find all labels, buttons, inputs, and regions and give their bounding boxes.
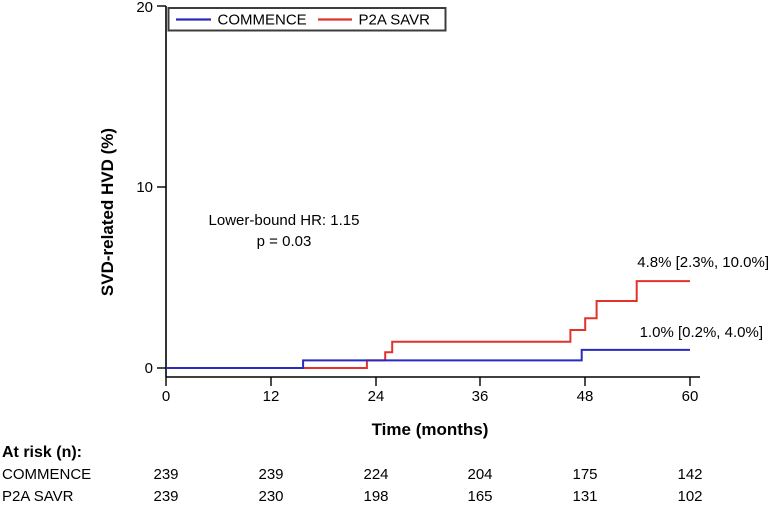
legend-commence-label: COMMENCE <box>218 12 307 29</box>
at-risk-count: 204 <box>467 466 492 483</box>
x-axis-title: Time (months) <box>372 420 489 439</box>
savr-end-label: 4.8% [2.3%, 10.0%] <box>637 254 769 271</box>
at-risk-count: 224 <box>363 466 388 483</box>
x-tick-label: 12 <box>263 388 280 405</box>
hr-annotation: Lower-bound HR: 1.15 <box>209 212 360 229</box>
x-tick-label: 60 <box>682 388 699 405</box>
y-tick-label: 0 <box>145 360 153 377</box>
at-risk-row-name: P2A SAVR <box>2 488 74 505</box>
at-risk-row-name: COMMENCE <box>2 466 91 483</box>
legend-box <box>167 7 447 32</box>
at-risk-count: 165 <box>467 488 492 505</box>
commence-curve <box>166 348 690 369</box>
x-tick-label: 0 <box>162 388 170 405</box>
at-risk-count: 239 <box>258 466 283 483</box>
legend-savr-label: P2A SAVR <box>359 12 431 29</box>
p2a-savr-curve <box>166 280 690 369</box>
x-tick-label: 48 <box>577 388 594 405</box>
x-tick-label: 36 <box>472 388 489 405</box>
at-risk-header: At risk (n): <box>2 444 82 461</box>
commence-end-label: 1.0% [0.2%, 4.0%] <box>640 324 763 341</box>
at-risk-count: 175 <box>572 466 597 483</box>
at-risk-count: 239 <box>153 488 178 505</box>
y-tick-label: 20 <box>136 0 153 16</box>
at-risk-count: 198 <box>363 488 388 505</box>
x-tick-label: 24 <box>368 388 385 405</box>
y-axis-title: SVD-related HVD (%) <box>98 128 117 296</box>
at-risk-count: 230 <box>258 488 283 505</box>
pvalue-annotation: p = 0.03 <box>257 233 312 250</box>
at-risk-count: 102 <box>677 488 702 505</box>
at-risk-count: 131 <box>572 488 597 505</box>
at-risk-count: 239 <box>153 466 178 483</box>
at-risk-count: 142 <box>677 466 702 483</box>
y-tick-label: 10 <box>136 179 153 196</box>
